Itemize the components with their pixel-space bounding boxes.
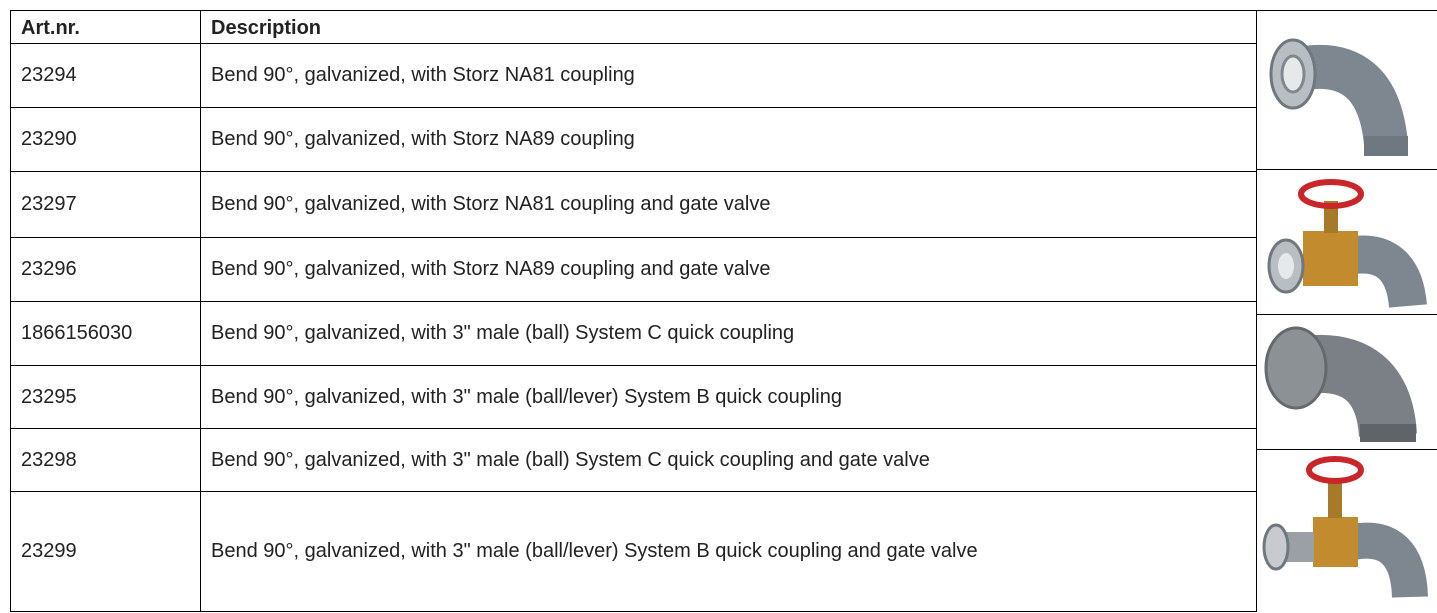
- bend-image: [1269, 38, 1408, 156]
- description: Bend 90°, galvanized, with Storz NA89 co…: [200, 237, 1257, 302]
- product-table: Art.nr. Description 23294 Bend 90°, galvan…: [10, 10, 1257, 612]
- description: Bend 90°, galvanized, with 3" male (ball…: [200, 491, 1257, 612]
- article-number: 23295: [10, 365, 201, 429]
- image-separator: [1256, 314, 1437, 315]
- description: Bend 90°, galvanized, with Storz NA81 co…: [200, 171, 1257, 238]
- top-rule: [1256, 10, 1437, 11]
- description: Bend 90°, galvanized, with 3" male (ball…: [200, 365, 1257, 429]
- description: Bend 90°, galvanized, with 3" male (ball…: [200, 428, 1257, 492]
- table-row: 23295 Bend 90°, galvanized, with 3" male …: [10, 365, 1257, 429]
- table-row: 1866156030 Bend 90°, galvanized, with 3" …: [10, 301, 1257, 366]
- article-number: 23299: [10, 491, 201, 612]
- table-row: 23299 Bend 90°, galvanized, with 3" male …: [10, 491, 1257, 612]
- article-number: 23294: [10, 43, 201, 108]
- valve-image: [1267, 179, 1427, 309]
- table-row: 23297 Bend 90°, galvanized, with Storz NA…: [10, 171, 1257, 238]
- table-row: 23296 Bend 90°, galvanized, with Storz NA…: [10, 237, 1257, 302]
- table-row: 23298 Bend 90°, galvanized, with 3" male …: [10, 428, 1257, 492]
- header-cell: Description: [200, 10, 1257, 44]
- description: Bend 90°, galvanized, with Storz NA81 co…: [200, 43, 1257, 108]
- table-row: 23290 Bend 90°, galvanized, with Storz NA…: [10, 107, 1257, 172]
- bend-c-image: [1264, 326, 1417, 442]
- article-number: 23297: [10, 171, 201, 238]
- article-number: 23296: [10, 237, 201, 302]
- table-row: 23294 Bend 90°, galvanized, with Storz NA…: [10, 43, 1257, 108]
- table-body: 23294 Bend 90°, galvanized, with Storz NA…: [10, 43, 1257, 612]
- valve-b-image: [1262, 456, 1428, 599]
- article-number: 1866156030: [10, 301, 201, 366]
- article-number: 23290: [10, 107, 201, 172]
- description: Bend 90°, galvanized, with Storz NA89 co…: [200, 107, 1257, 172]
- image-separator: [1256, 169, 1437, 170]
- header-row: Art.nr. Description: [10, 10, 1257, 44]
- description: Bend 90°, galvanized, with 3" male (ball…: [200, 301, 1257, 366]
- header-cell: Art.nr.: [10, 10, 201, 44]
- article-number: 23298: [10, 428, 201, 492]
- image-separator: [1256, 449, 1437, 450]
